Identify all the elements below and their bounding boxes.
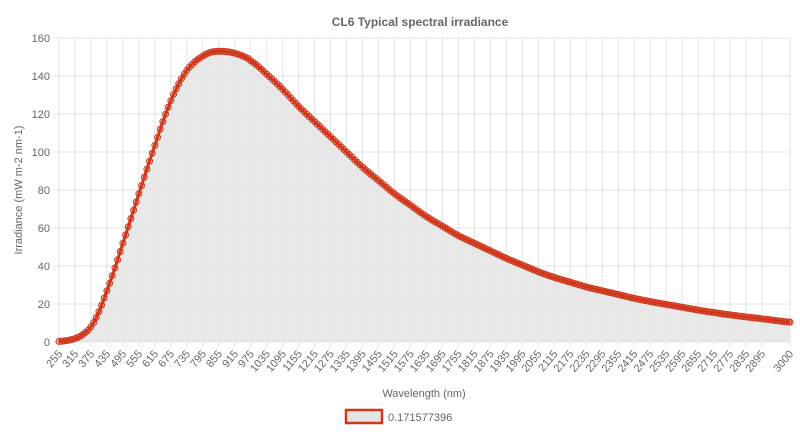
- data-point: [132, 198, 140, 206]
- y-tick-label: 0: [44, 337, 50, 349]
- x-tick-label: 3000: [771, 348, 796, 374]
- data-point: [162, 110, 170, 118]
- data-point: [95, 308, 103, 316]
- y-axis-ticks: 0 20 40 60 80 100 120 140 160: [32, 33, 50, 349]
- data-point: [143, 165, 151, 173]
- data-point: [154, 133, 162, 141]
- data-point: [119, 239, 127, 247]
- data-point: [140, 173, 148, 181]
- y-tick-label: 140: [32, 71, 50, 83]
- data-point: [106, 279, 114, 287]
- data-point: [103, 287, 111, 295]
- data-point: [148, 149, 156, 157]
- y-axis-label: Irradiance (mW m-2 nm-1): [13, 126, 25, 255]
- data-point: [170, 91, 178, 99]
- data-point: [111, 264, 119, 272]
- data-point: [156, 125, 164, 133]
- data-point: [116, 248, 124, 256]
- data-point: [114, 256, 122, 264]
- legend-item[interactable]: 0.171577396: [344, 408, 452, 425]
- chart-title: CL6 Typical spectral irradiance: [332, 15, 509, 29]
- x-axis-ticks: 2553153754354955556156757357958559159751…: [44, 348, 796, 374]
- y-tick-label: 80: [38, 185, 50, 197]
- data-point: [172, 85, 180, 93]
- y-tick-label: 60: [38, 223, 50, 235]
- x-axis-label: Wavelength (nm): [382, 388, 465, 400]
- data-point: [146, 157, 154, 165]
- data-point: [138, 182, 146, 190]
- y-tick-label: 100: [32, 147, 50, 159]
- legend-swatch[interactable]: [344, 408, 384, 425]
- data-point: [124, 223, 132, 231]
- data-point: [135, 190, 143, 198]
- y-tick-label: 160: [32, 33, 50, 45]
- legend-label[interactable]: 0.171577396: [388, 412, 452, 424]
- data-point: [151, 141, 159, 149]
- y-tick-label: 20: [38, 299, 50, 311]
- y-tick-label: 40: [38, 261, 50, 273]
- data-point: [164, 103, 172, 111]
- data-point: [100, 294, 108, 302]
- data-point: [127, 215, 135, 222]
- data-point: [167, 97, 175, 105]
- data-point: [159, 118, 167, 126]
- series-points: [55, 47, 794, 345]
- data-point: [92, 313, 100, 321]
- data-point: [108, 272, 116, 280]
- data-point: [122, 231, 130, 239]
- series-area-fill: [59, 51, 790, 343]
- data-point: [98, 301, 106, 309]
- data-point: [786, 318, 794, 326]
- y-tick-label: 120: [32, 109, 50, 121]
- data-point: [130, 206, 138, 214]
